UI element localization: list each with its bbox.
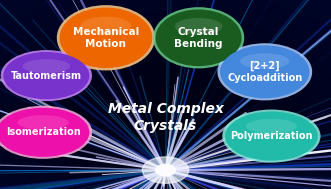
Circle shape <box>155 107 176 120</box>
Circle shape <box>22 32 309 189</box>
Ellipse shape <box>175 18 222 35</box>
Circle shape <box>121 88 210 139</box>
Ellipse shape <box>0 106 92 159</box>
Ellipse shape <box>225 112 318 161</box>
Text: Metal Complex
Crystals: Metal Complex Crystals <box>108 101 223 133</box>
Circle shape <box>156 164 175 176</box>
Ellipse shape <box>18 115 69 130</box>
Ellipse shape <box>3 52 89 99</box>
Circle shape <box>77 63 254 164</box>
Text: [2+2]
Cycloaddition: [2+2] Cycloaddition <box>227 61 303 83</box>
Circle shape <box>0 13 331 189</box>
Text: Tautomerism: Tautomerism <box>11 71 82 81</box>
Ellipse shape <box>0 108 89 157</box>
Circle shape <box>110 82 221 145</box>
Ellipse shape <box>1 50 92 101</box>
Text: Isomerization: Isomerization <box>6 127 80 137</box>
Circle shape <box>132 94 199 132</box>
Text: Polymerization: Polymerization <box>230 131 313 141</box>
Circle shape <box>55 50 276 176</box>
Text: Mechanical
Motion: Mechanical Motion <box>73 27 139 49</box>
Ellipse shape <box>246 119 297 134</box>
Circle shape <box>99 76 232 151</box>
Ellipse shape <box>220 45 309 98</box>
Circle shape <box>142 157 189 183</box>
Circle shape <box>44 44 287 183</box>
Text: Crystal
Bending: Crystal Bending <box>174 27 223 49</box>
Circle shape <box>0 6 331 189</box>
Ellipse shape <box>240 53 289 69</box>
Circle shape <box>143 101 188 126</box>
Ellipse shape <box>156 9 242 66</box>
Circle shape <box>33 38 298 189</box>
Ellipse shape <box>23 59 70 73</box>
Circle shape <box>66 57 265 170</box>
Circle shape <box>0 19 331 189</box>
Ellipse shape <box>57 5 155 70</box>
Ellipse shape <box>222 110 320 163</box>
Circle shape <box>11 25 320 189</box>
Ellipse shape <box>60 8 152 68</box>
Ellipse shape <box>80 17 131 35</box>
Ellipse shape <box>153 7 244 68</box>
Ellipse shape <box>217 43 312 100</box>
Circle shape <box>88 69 243 157</box>
